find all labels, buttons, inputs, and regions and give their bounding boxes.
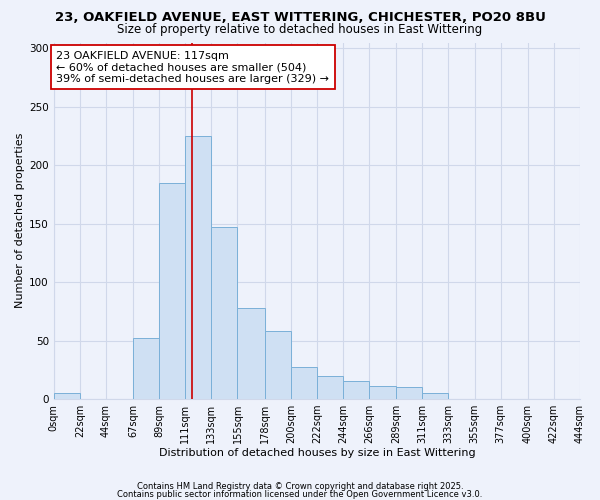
X-axis label: Distribution of detached houses by size in East Wittering: Distribution of detached houses by size …	[158, 448, 475, 458]
Text: Contains HM Land Registry data © Crown copyright and database right 2025.: Contains HM Land Registry data © Crown c…	[137, 482, 463, 491]
Bar	[159, 183, 185, 399]
Bar	[185, 136, 211, 399]
Bar	[317, 376, 343, 399]
Bar	[291, 368, 317, 399]
Bar	[133, 338, 159, 399]
Bar	[238, 308, 265, 399]
Text: Contains public sector information licensed under the Open Government Licence v3: Contains public sector information licen…	[118, 490, 482, 499]
Text: Size of property relative to detached houses in East Wittering: Size of property relative to detached ho…	[118, 22, 482, 36]
Bar	[369, 386, 396, 399]
Bar	[396, 388, 422, 399]
Y-axis label: Number of detached properties: Number of detached properties	[15, 133, 25, 308]
Text: 23 OAKFIELD AVENUE: 117sqm
← 60% of detached houses are smaller (504)
39% of sem: 23 OAKFIELD AVENUE: 117sqm ← 60% of deta…	[56, 50, 329, 84]
Bar	[343, 382, 369, 399]
Bar	[211, 227, 238, 399]
Bar	[265, 331, 291, 399]
Bar	[54, 393, 80, 399]
Text: 23, OAKFIELD AVENUE, EAST WITTERING, CHICHESTER, PO20 8BU: 23, OAKFIELD AVENUE, EAST WITTERING, CHI…	[55, 11, 545, 24]
Bar	[422, 393, 448, 399]
